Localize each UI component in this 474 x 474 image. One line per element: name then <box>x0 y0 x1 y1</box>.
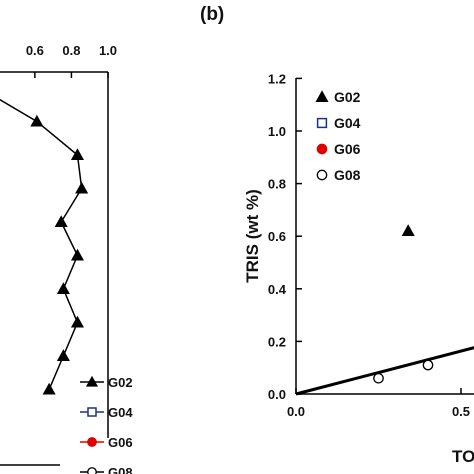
panel-a-legend-marker <box>87 437 97 447</box>
panel-a-legend-label: G06 <box>108 435 133 450</box>
panel-b-data-point-g02 <box>401 224 415 236</box>
panel-b-x-tick-label: 0.5 <box>452 404 470 419</box>
panel-b-legend-label: G02 <box>334 89 361 105</box>
panel-a-series-line <box>0 98 83 390</box>
panel-a: 0.6 0.8 1.0 G02 G04 G06 G08 <box>0 43 133 474</box>
panel-b-y-tick-label: 1.0 <box>268 124 286 139</box>
panel-b: (b) 0.0 0.2 0.4 0.6 0.8 1.0 1.2 0.0 0.5 1.0 TRIS… <box>200 4 474 466</box>
panel-b-legend-label: G08 <box>334 167 361 183</box>
panel-b-x-ticks: 0.00.51.0 <box>287 388 470 419</box>
panel-b-label: (b) <box>200 4 224 25</box>
panel-a-legend-marker <box>87 407 97 417</box>
panel-a-data-point <box>70 148 84 160</box>
panel-b-legend-label: G06 <box>334 141 361 157</box>
panel-a-data-point <box>54 215 68 227</box>
panel-b-legend-marker <box>316 169 328 181</box>
panel-b-legend-marker <box>315 90 329 103</box>
panel-a-x-tick-label: 0.6 <box>26 43 44 58</box>
panel-a-x-tick-label: 1.0 <box>99 43 117 58</box>
panel-a-data-point <box>70 315 84 328</box>
panel-b-y-tick-label: 0.6 <box>268 229 286 244</box>
panel-a-legend-label: G08 <box>108 465 133 474</box>
panel-a-data-point <box>75 181 89 194</box>
panel-b-legend-marker <box>316 143 328 155</box>
panel-a-data-point <box>56 282 70 294</box>
panel-b-x-tick-label: 0.0 <box>287 404 305 419</box>
panel-b-y-tick-label: 0.8 <box>268 177 286 192</box>
panel-a-data-point <box>56 349 70 361</box>
panel-b-y-tick-label: 0.0 <box>268 387 286 402</box>
panel-a-x-tick-label: 0.8 <box>62 43 80 58</box>
panel-b-y-ticks: 0.0 0.2 0.4 0.6 0.8 1.0 1.2 <box>268 71 302 402</box>
panel-b-y-tick-label: 1.2 <box>268 71 286 86</box>
panel-a-legend-label: G04 <box>108 405 133 420</box>
panel-b-data-point-g08 <box>422 359 434 371</box>
panel-a-legend: G02 G04 G06 G08 <box>80 375 133 474</box>
panel-a-legend-label: G02 <box>108 375 133 390</box>
panel-a-legend-marker <box>85 375 99 387</box>
panel-a-legend-marker <box>87 467 97 474</box>
panel-b-legend: G02 G04 G06 G08 <box>315 89 361 183</box>
panel-b-legend-label: G04 <box>334 115 361 131</box>
panel-b-data-point-g08 <box>373 372 384 384</box>
panel-a-data-point <box>30 114 44 127</box>
panel-b-legend-marker <box>316 117 328 129</box>
panel-a-x-ticks: 0.6 0.8 1.0 <box>26 43 117 78</box>
panel-a-data-point <box>42 382 56 395</box>
panel-b-series <box>373 224 434 384</box>
panel-b-y-axis-label: TRIS (wt %) <box>243 189 262 283</box>
panel-a-data-point <box>70 248 84 261</box>
panel-a-series <box>0 98 89 395</box>
panel-b-reference-line <box>295 346 474 396</box>
panel-b-y-tick-label: 0.4 <box>268 282 287 297</box>
panel-b-x-axis-label: TO <box>452 447 474 466</box>
panel-b-y-tick-label: 0.2 <box>268 334 286 349</box>
